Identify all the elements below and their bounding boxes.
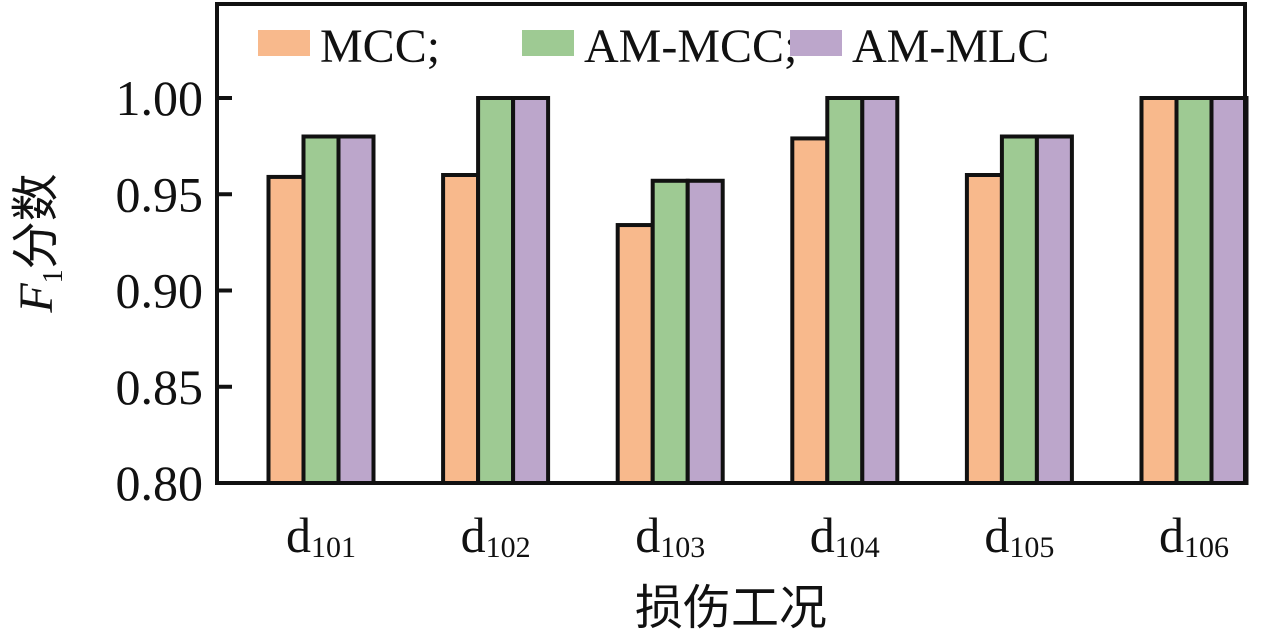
bar-mcc-d101 [266, 174, 306, 486]
bar-mcc-d105 [964, 173, 1004, 485]
legend-swatch [522, 30, 574, 56]
x-tick-label: d101 [286, 507, 356, 564]
y-tick-label: 0.90 [116, 263, 204, 319]
legend-swatch [790, 30, 842, 56]
plot-frame [215, 2, 1247, 485]
x-tick-label: d106 [1159, 507, 1229, 564]
bar-am-mcc-d106 [1174, 96, 1214, 485]
bar-mcc-d106 [1139, 96, 1179, 485]
bar-am-mcc-d103 [650, 178, 690, 485]
bar-am-mcc-d105 [999, 134, 1039, 485]
bar-mcc-d103 [615, 223, 655, 486]
bar-mcc-d104 [790, 136, 830, 486]
bar-am-mcc-d101 [301, 134, 341, 485]
y-tick-label: 1.00 [116, 70, 204, 126]
bar-mcc-d102 [441, 173, 481, 485]
bar-am-mlc-d102 [511, 96, 551, 485]
y-axis-label: F1分数 [10, 173, 69, 313]
x-axis-label: 损伤工况 [635, 582, 827, 635]
legend-label: AM-MLC [852, 20, 1049, 73]
bar-am-mlc-d105 [1034, 134, 1074, 485]
bar-am-mlc-d104 [860, 96, 900, 485]
y-tick-label: 0.80 [116, 455, 204, 511]
bar-am-mlc-d106 [1209, 96, 1249, 485]
x-tick-label: d104 [810, 507, 880, 564]
y-tick-label: 0.95 [116, 166, 204, 222]
legend-swatch [258, 30, 310, 56]
x-tick-label: d105 [984, 507, 1054, 564]
bar-am-mlc-d101 [336, 134, 376, 485]
y-tick-label: 0.85 [116, 359, 204, 415]
bar-am-mcc-d104 [825, 96, 865, 485]
bar-am-mlc-d103 [685, 178, 725, 485]
bar-am-mcc-d102 [476, 96, 516, 485]
x-tick-label: d102 [461, 507, 531, 564]
x-tick-label: d103 [635, 507, 705, 564]
legend-label: AM-MCC; [584, 20, 797, 73]
legend-label: MCC; [320, 20, 440, 73]
